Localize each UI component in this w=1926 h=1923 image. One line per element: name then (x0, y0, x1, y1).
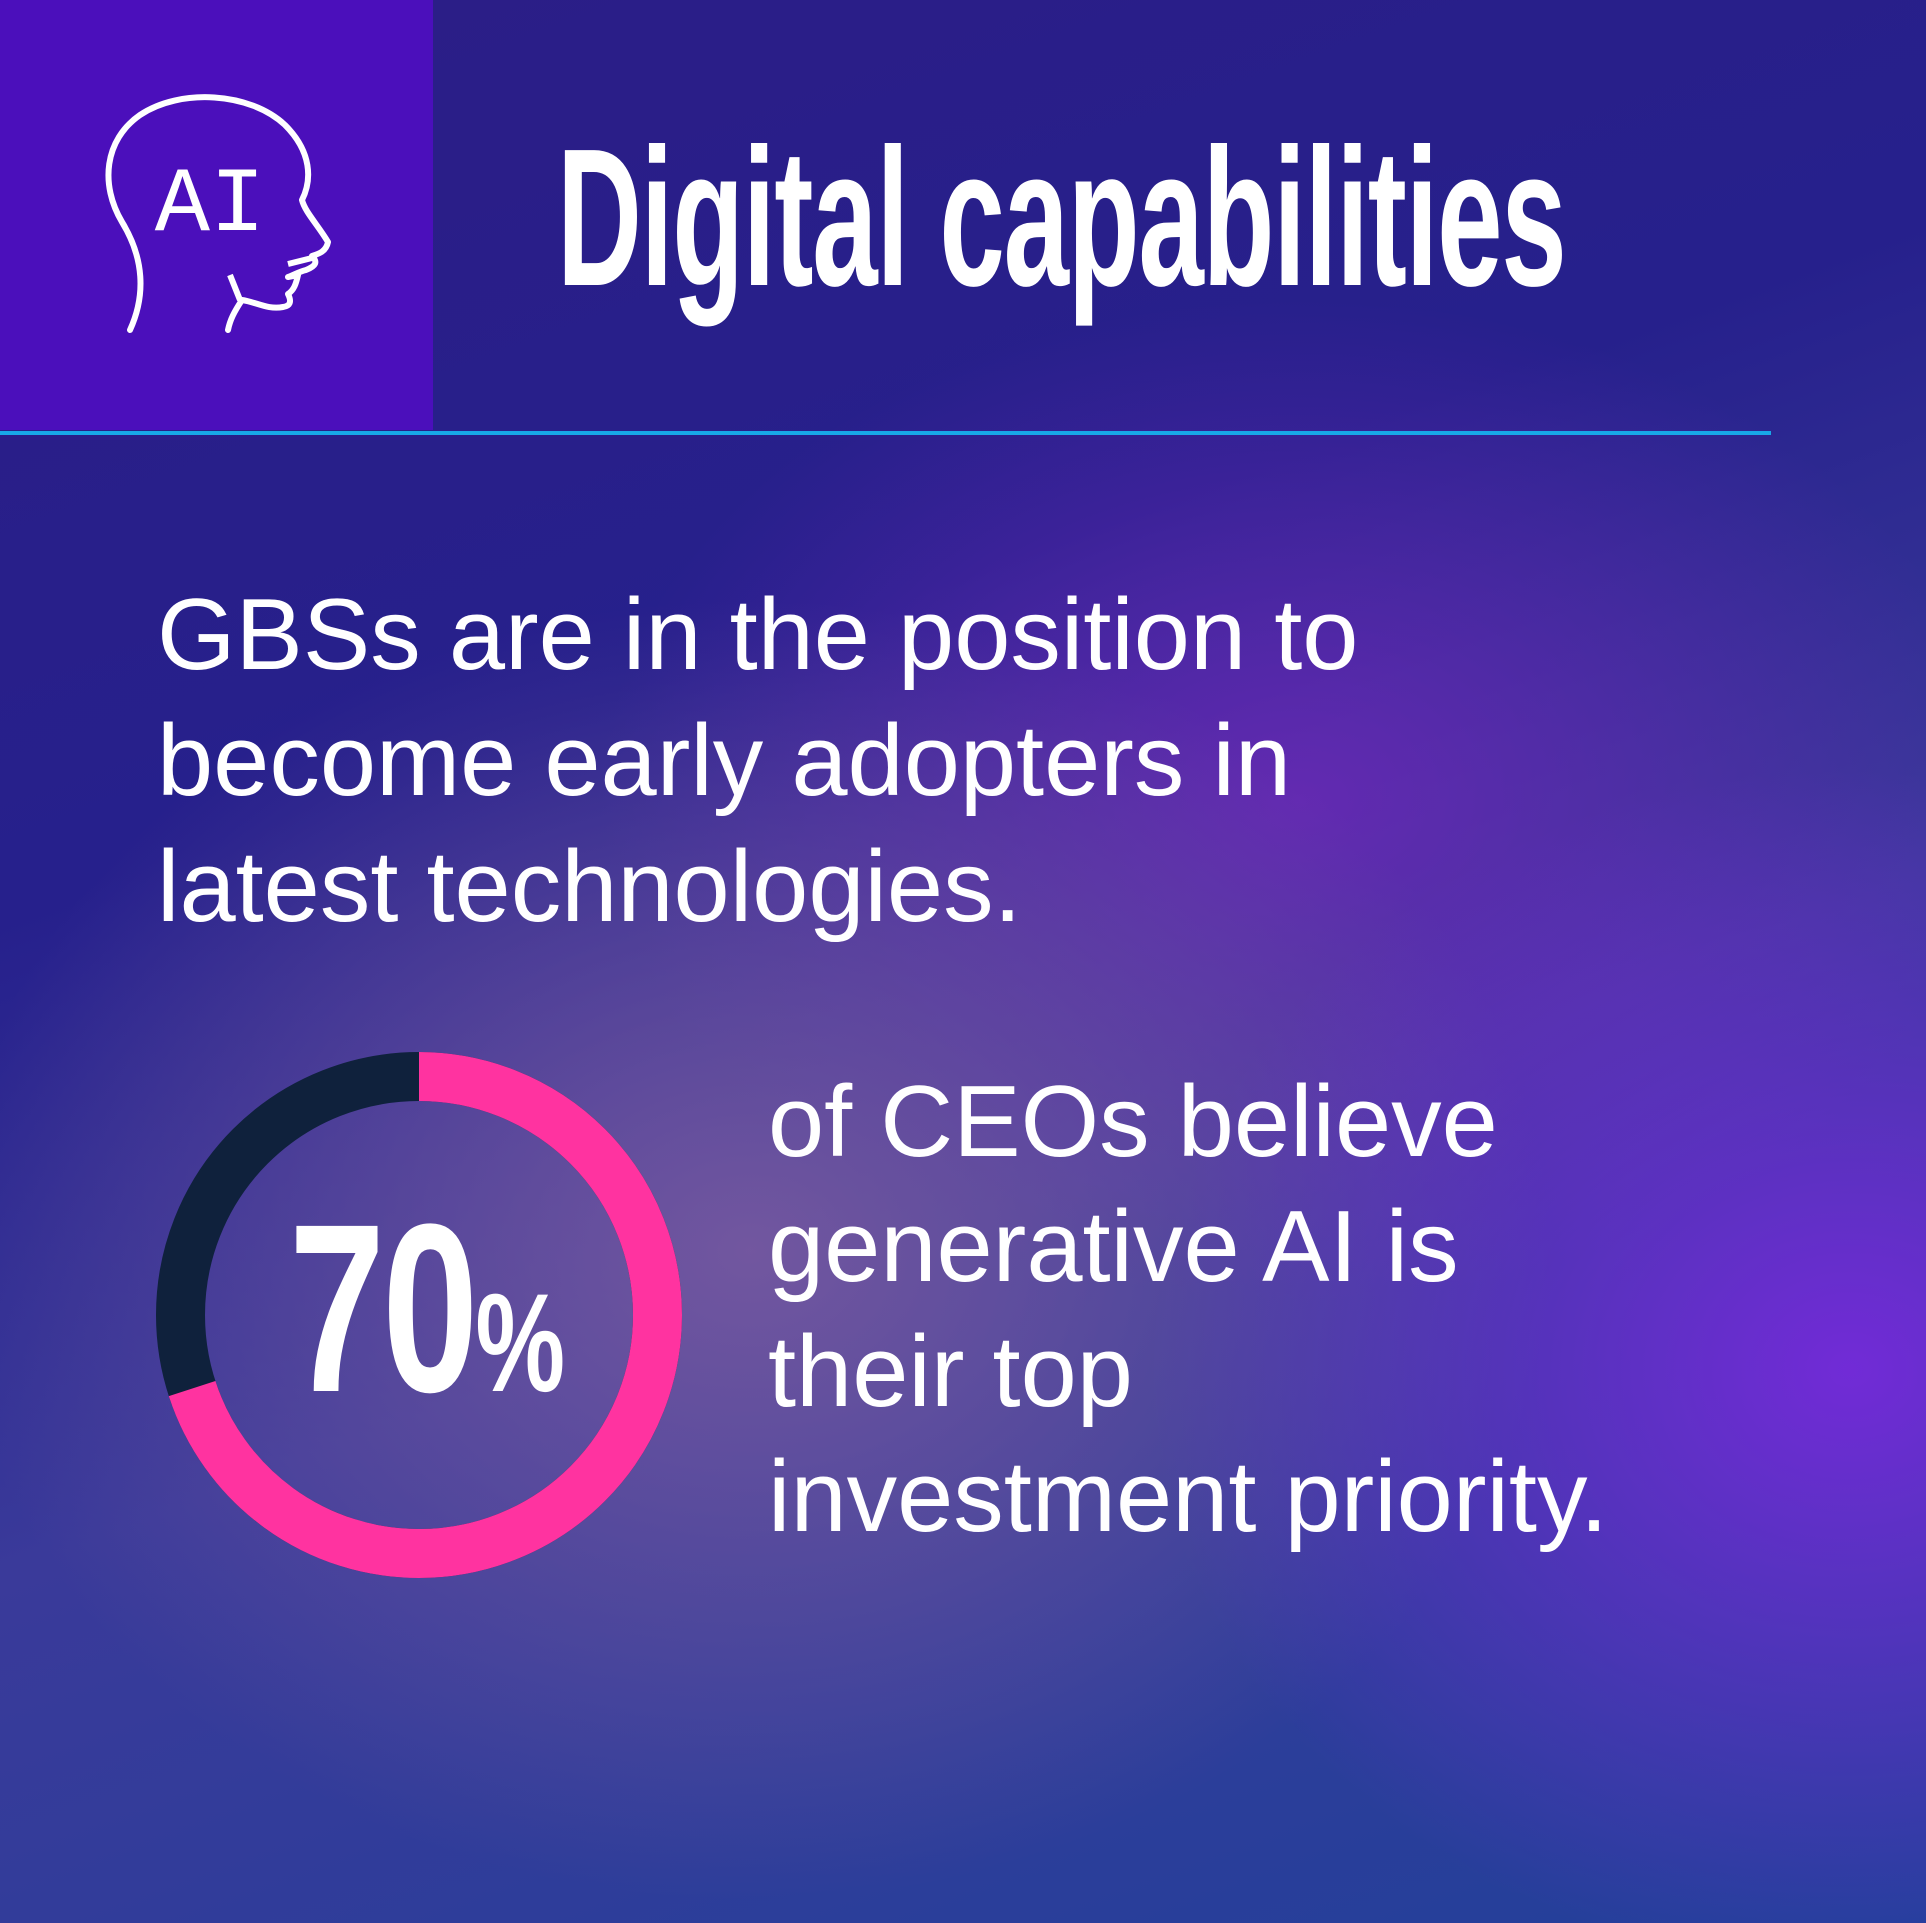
stat-line: generative AI is (768, 1191, 1459, 1303)
stat-description: of CEOs believe generative AI is their t… (768, 1060, 1608, 1560)
donut-chart (156, 1052, 682, 1578)
headline-line: GBSs are in the position to (157, 579, 1359, 691)
icon-box: AI (0, 0, 433, 430)
stat-number: 70 (289, 1174, 478, 1442)
headline-line: become early adopters in (157, 705, 1292, 817)
headline-line: latest technologies. (157, 831, 1022, 943)
page-title: Digital capabilities (557, 108, 1567, 327)
donut-value-arc (156, 1052, 682, 1578)
headline: GBSs are in the position to become early… (157, 572, 1807, 950)
stat-line: their top (768, 1316, 1133, 1428)
ai-head-icon: AI (105, 94, 331, 333)
divider (0, 431, 1771, 435)
ai-label: AI (155, 153, 265, 258)
stat-value: 70% (289, 1188, 565, 1428)
stat-unit: % (475, 1264, 566, 1421)
stat-line: of CEOs believe (768, 1066, 1498, 1178)
stat-line: investment priority. (768, 1441, 1609, 1553)
